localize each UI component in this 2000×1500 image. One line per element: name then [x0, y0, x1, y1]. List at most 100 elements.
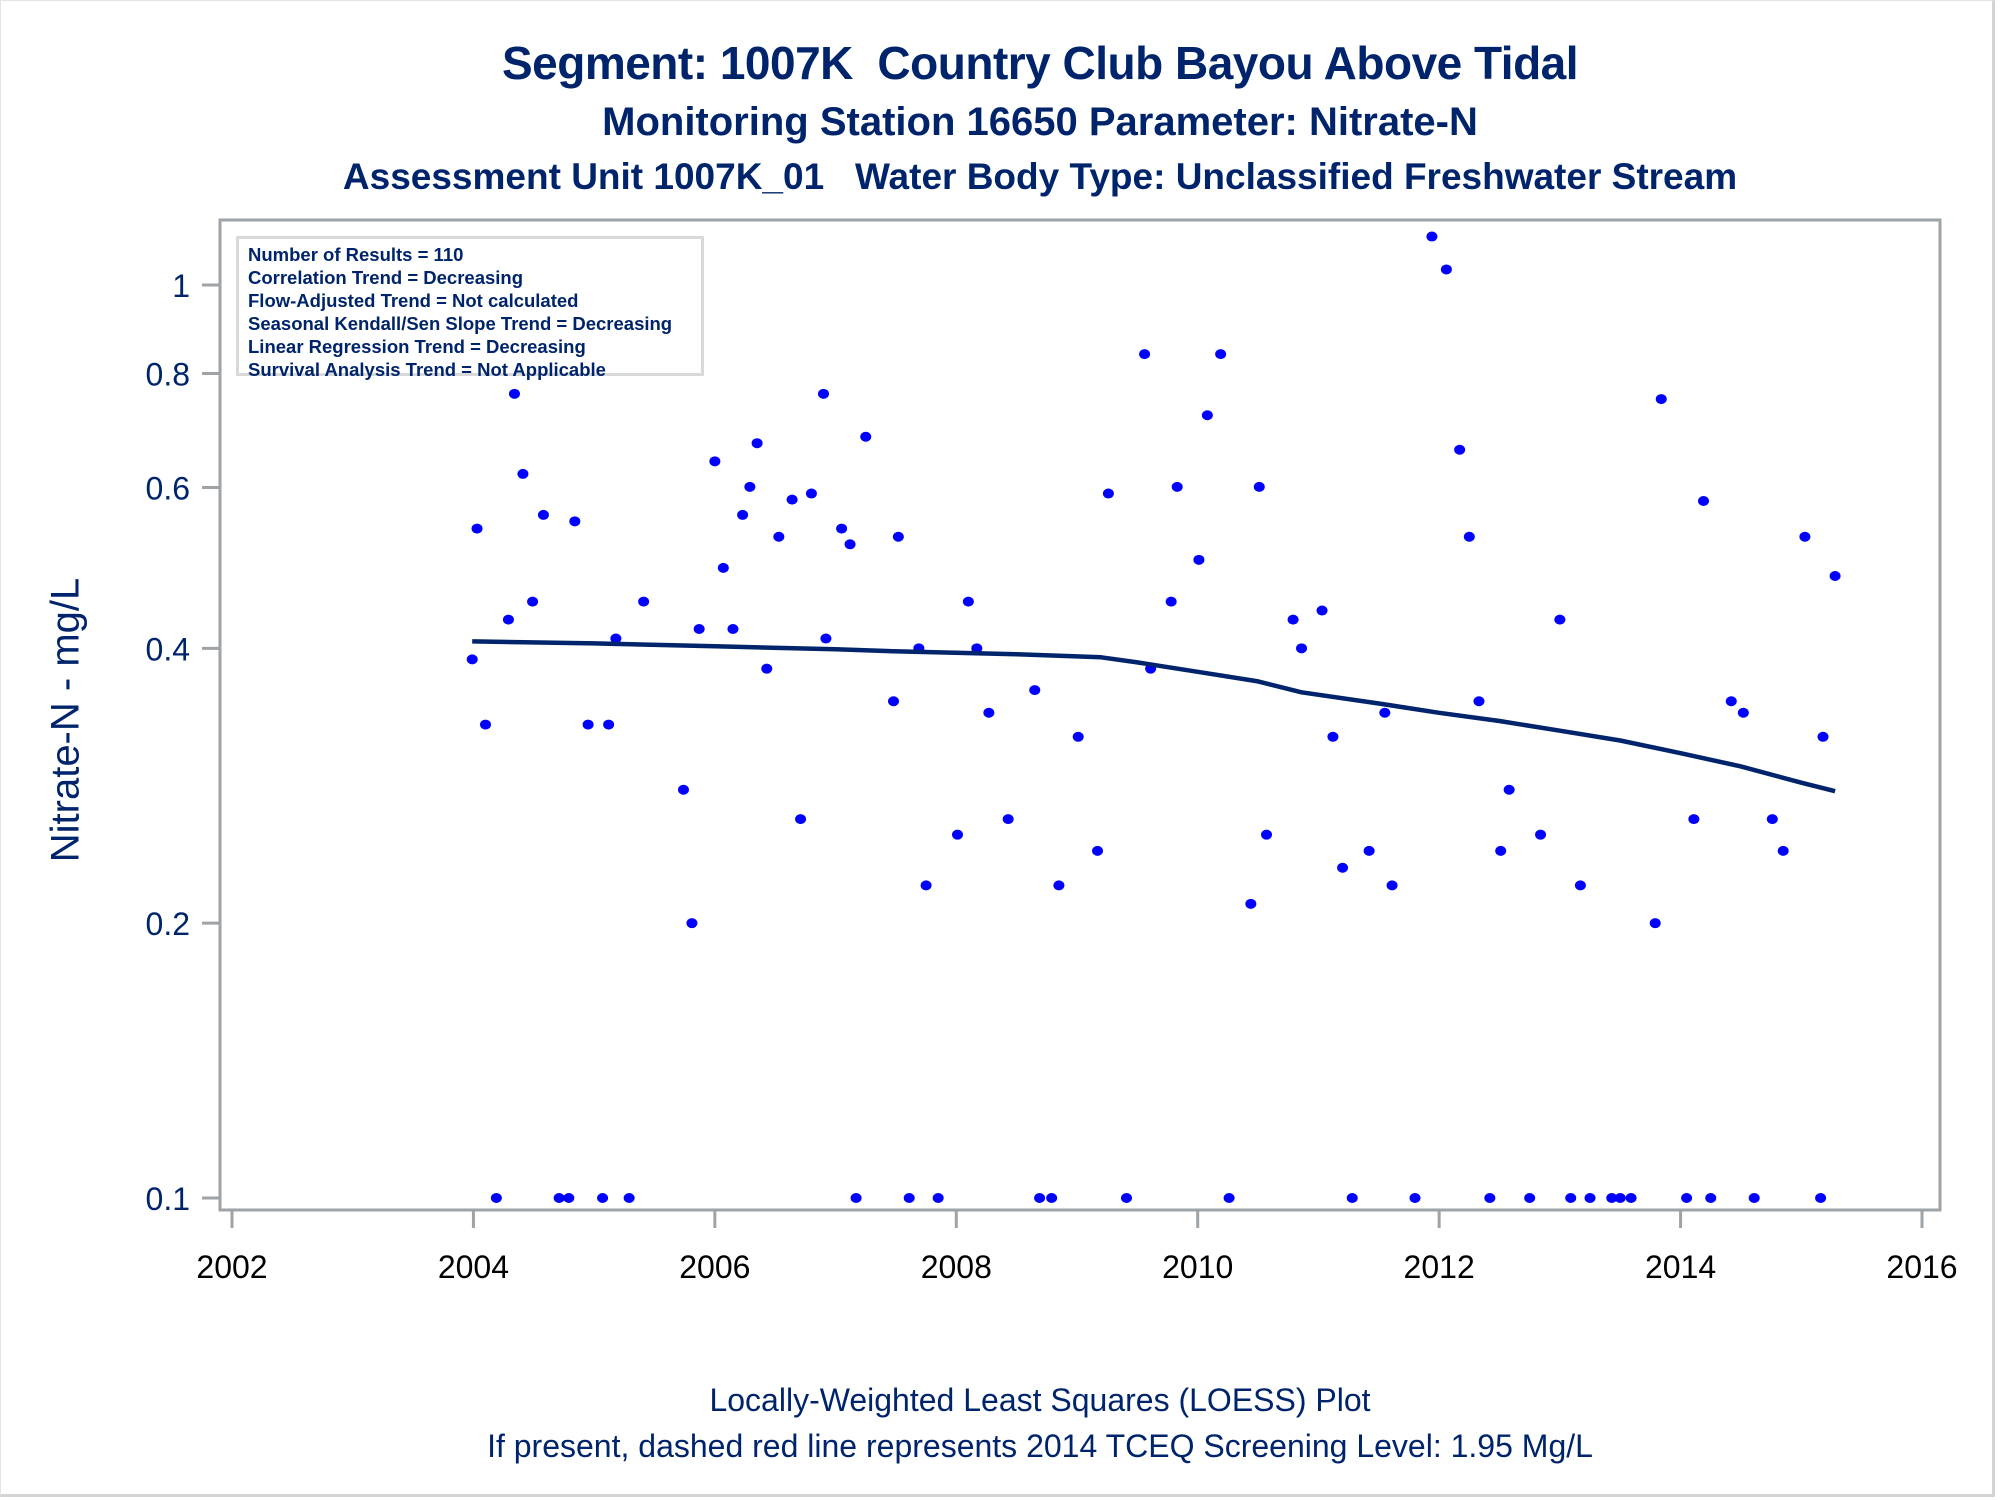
- data-point: [1053, 880, 1065, 891]
- data-point: [1748, 1193, 1760, 1203]
- data-point: [860, 431, 872, 442]
- x-tick-label: 2016: [1886, 1249, 1957, 1285]
- data-point: [850, 1193, 862, 1203]
- trend-line-seasonal-kendall: Seasonal Kendall/Sen Slope Trend = Decre…: [248, 313, 673, 334]
- data-point: [1440, 264, 1452, 275]
- data-point: [786, 494, 798, 505]
- x-tick-label: 2008: [921, 1249, 992, 1285]
- data-point: [1379, 707, 1391, 718]
- data-point: [1193, 554, 1205, 565]
- data-point: [1799, 531, 1811, 542]
- data-point: [1201, 410, 1213, 421]
- data-point: [1503, 784, 1515, 795]
- data-point: [795, 814, 807, 825]
- trend-line-correlation: Correlation Trend = Decreasing: [248, 267, 524, 288]
- data-point: [1698, 495, 1710, 506]
- data-point: [1002, 814, 1014, 825]
- data-point: [1649, 918, 1661, 929]
- data-point: [1705, 1193, 1717, 1203]
- y-tick-label: 1: [172, 268, 190, 304]
- data-point: [983, 707, 995, 718]
- data-point: [517, 468, 529, 479]
- data-point: [537, 509, 549, 520]
- data-point: [737, 509, 749, 520]
- y-tick-label: 0.6: [146, 471, 190, 507]
- data-point: [1386, 880, 1398, 891]
- data-point: [1614, 1193, 1626, 1203]
- data-point: [1426, 231, 1438, 242]
- data-point: [490, 1193, 502, 1203]
- data-point: [1363, 845, 1375, 856]
- data-point: [1253, 481, 1265, 492]
- data-point: [920, 880, 932, 891]
- data-point: [1737, 707, 1749, 718]
- data-point: [1815, 1193, 1827, 1203]
- chart-subtitle: Monitoring Station 16650 Parameter: Nitr…: [602, 100, 1478, 144]
- data-point: [677, 784, 689, 795]
- data-point: [1102, 488, 1114, 499]
- data-point: [1316, 605, 1328, 616]
- data-point: [1766, 814, 1778, 825]
- data-point: [761, 663, 773, 674]
- data-point: [971, 643, 983, 654]
- data-point: [1171, 481, 1183, 492]
- data-point: [502, 614, 514, 625]
- data-point: [1261, 829, 1273, 840]
- data-point: [1139, 349, 1151, 360]
- trend-line-linear-regression: Linear Regression Trend = Decreasing: [248, 336, 586, 357]
- data-point: [1535, 829, 1547, 840]
- data-point: [1337, 862, 1349, 873]
- data-point: [527, 596, 539, 607]
- data-point: [563, 1193, 575, 1203]
- data-point: [508, 388, 520, 399]
- data-point: [1287, 614, 1299, 625]
- data-point: [1688, 814, 1700, 825]
- data-point: [1655, 394, 1667, 405]
- data-point: [1554, 614, 1566, 625]
- data-point: [1777, 845, 1789, 856]
- data-point: [1565, 1193, 1577, 1203]
- data-point: [1484, 1193, 1496, 1203]
- data-point: [638, 596, 650, 607]
- x-tick-label: 2004: [438, 1249, 509, 1285]
- data-point: [1029, 685, 1041, 696]
- y-tick-label: 0.4: [146, 631, 190, 667]
- y-tick-label: 0.8: [146, 356, 190, 392]
- data-point: [892, 531, 904, 542]
- chart-title: Segment: 1007K Country Club Bayou Above …: [501, 37, 1579, 89]
- data-point: [1725, 696, 1737, 707]
- data-point: [610, 633, 622, 644]
- data-point: [1817, 731, 1829, 742]
- loess-curve: [472, 639, 1836, 794]
- data-point: [623, 1193, 635, 1203]
- data-point: [553, 1193, 565, 1203]
- data-point: [1473, 696, 1485, 707]
- data-point: [1606, 1193, 1618, 1203]
- data-point: [1120, 1193, 1132, 1203]
- data-point: [727, 623, 739, 634]
- x-tick-label: 2010: [1162, 1249, 1233, 1285]
- data-point: [717, 562, 729, 573]
- data-point: [709, 456, 721, 467]
- data-point: [1625, 1193, 1637, 1203]
- data-point: [1034, 1193, 1046, 1203]
- plot-frame: [218, 218, 1942, 1212]
- data-point: [1327, 731, 1339, 742]
- data-point: [1245, 898, 1257, 909]
- data-point: [836, 523, 848, 534]
- data-point: [1829, 571, 1841, 582]
- data-point: [686, 918, 698, 929]
- data-point: [773, 531, 785, 542]
- data-point: [471, 523, 483, 534]
- data-point: [1165, 596, 1177, 607]
- trend-line-results-count: Number of Results = 110: [248, 244, 464, 265]
- data-point: [569, 516, 581, 527]
- data-point: [1092, 845, 1104, 856]
- trend-line-flow-adjusted: Flow-Adjusted Trend = Not calculated: [248, 290, 579, 311]
- data-point: [744, 481, 756, 492]
- caption-screening-level: If present, dashed red line represents 2…: [487, 1428, 1593, 1464]
- data-point: [597, 1193, 609, 1203]
- data-point: [603, 719, 615, 730]
- y-tick-label: 0.1: [146, 1181, 190, 1217]
